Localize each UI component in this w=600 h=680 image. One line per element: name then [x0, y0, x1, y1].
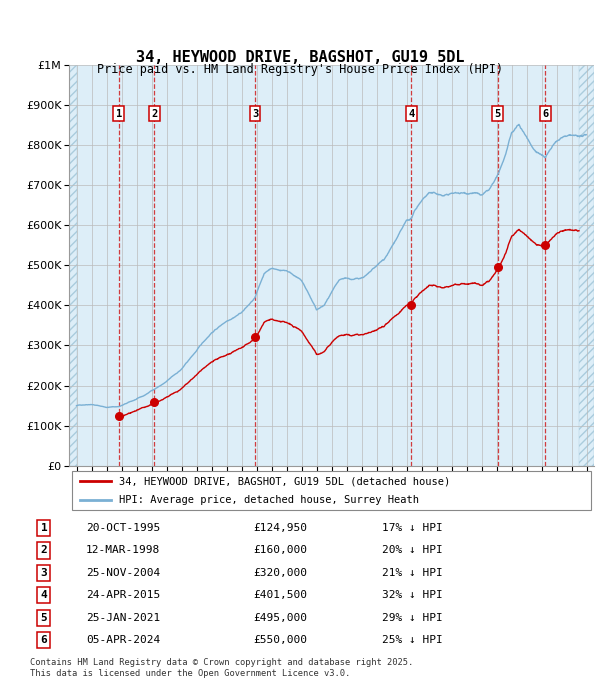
Text: 32% ↓ HPI: 32% ↓ HPI [382, 590, 442, 600]
Bar [579, 65, 594, 466]
Bar [69, 65, 77, 466]
Text: 4: 4 [41, 590, 47, 600]
Text: 34, HEYWOOD DRIVE, BAGSHOT, GU19 5DL: 34, HEYWOOD DRIVE, BAGSHOT, GU19 5DL [136, 50, 464, 65]
Text: 25-NOV-2004: 25-NOV-2004 [86, 568, 160, 578]
Text: £320,000: £320,000 [253, 568, 307, 578]
Text: 4: 4 [408, 109, 414, 118]
Text: 3: 3 [41, 568, 47, 578]
Text: £550,000: £550,000 [253, 635, 307, 645]
Text: 29% ↓ HPI: 29% ↓ HPI [382, 613, 442, 623]
Text: 25% ↓ HPI: 25% ↓ HPI [382, 635, 442, 645]
Text: 2: 2 [41, 545, 47, 556]
Text: 1: 1 [41, 523, 47, 533]
Text: 20% ↓ HPI: 20% ↓ HPI [382, 545, 442, 556]
Text: Price paid vs. HM Land Registry's House Price Index (HPI): Price paid vs. HM Land Registry's House … [97, 63, 503, 76]
Text: 17% ↓ HPI: 17% ↓ HPI [382, 523, 442, 533]
Text: 1: 1 [116, 109, 122, 118]
Text: 5: 5 [494, 109, 500, 118]
Text: 05-APR-2024: 05-APR-2024 [86, 635, 160, 645]
Text: 12-MAR-1998: 12-MAR-1998 [86, 545, 160, 556]
Text: £124,950: £124,950 [253, 523, 307, 533]
Text: HPI: Average price, detached house, Surrey Heath: HPI: Average price, detached house, Surr… [119, 496, 419, 505]
Text: 2: 2 [151, 109, 157, 118]
Text: 5: 5 [41, 613, 47, 623]
Text: 20-OCT-1995: 20-OCT-1995 [86, 523, 160, 533]
Text: 6: 6 [542, 109, 548, 118]
Text: £160,000: £160,000 [253, 545, 307, 556]
Text: 21% ↓ HPI: 21% ↓ HPI [382, 568, 442, 578]
Text: 3: 3 [252, 109, 258, 118]
Text: 24-APR-2015: 24-APR-2015 [86, 590, 160, 600]
FancyBboxPatch shape [71, 471, 592, 510]
Text: £401,500: £401,500 [253, 590, 307, 600]
Text: 34, HEYWOOD DRIVE, BAGSHOT, GU19 5DL (detached house): 34, HEYWOOD DRIVE, BAGSHOT, GU19 5DL (de… [119, 476, 450, 486]
Text: £495,000: £495,000 [253, 613, 307, 623]
Text: 25-JAN-2021: 25-JAN-2021 [86, 613, 160, 623]
Text: Contains HM Land Registry data © Crown copyright and database right 2025.
This d: Contains HM Land Registry data © Crown c… [30, 658, 413, 678]
Text: 6: 6 [41, 635, 47, 645]
